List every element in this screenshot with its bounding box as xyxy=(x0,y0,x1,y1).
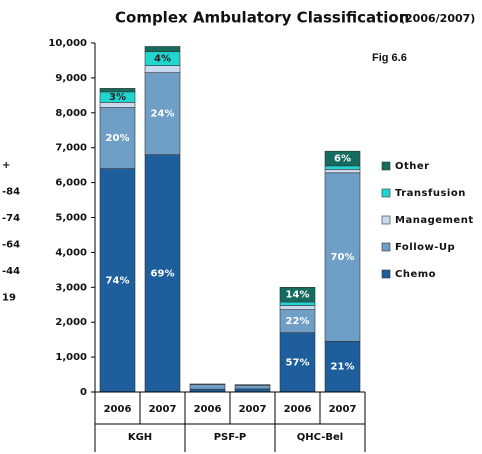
y-tick-label: 2,000 xyxy=(55,317,87,328)
bar-segment xyxy=(144,46,181,53)
bar-segment xyxy=(99,102,136,108)
bar-segment xyxy=(144,65,181,73)
segment-label: 21% xyxy=(331,362,355,373)
segment-label: 70% xyxy=(331,252,355,263)
group-label: PSF-P xyxy=(214,432,247,443)
legend-swatch xyxy=(381,215,391,225)
bar-segment xyxy=(279,286,316,303)
segment-label: 6% xyxy=(334,154,351,165)
y-tick-label: 7,000 xyxy=(55,143,87,154)
y-tick-label: 1,000 xyxy=(55,352,87,363)
bar-segment xyxy=(144,154,181,393)
segment-label: 4% xyxy=(154,54,171,65)
bar-segment xyxy=(279,332,316,393)
bar-segment xyxy=(234,385,271,390)
segment-label: 57% xyxy=(286,357,310,368)
x-tick-label: 2007 xyxy=(239,404,267,415)
bar-segment xyxy=(234,384,271,386)
x-tick-label: 2007 xyxy=(149,404,177,415)
x-tick-label: 2006 xyxy=(284,404,312,415)
bar-segment xyxy=(99,168,136,393)
group-label: KGH xyxy=(128,432,152,443)
legend-swatch xyxy=(381,188,391,198)
side-fragment: -44 xyxy=(2,266,20,277)
legend-label: Follow-Up xyxy=(395,242,455,253)
segment-label: 74% xyxy=(106,275,130,286)
segment-label: 69% xyxy=(151,268,175,279)
legend-swatch xyxy=(381,269,391,279)
y-tick-label: 3,000 xyxy=(55,282,87,293)
y-tick-label: 10,000 xyxy=(48,38,87,49)
legend-label: Transfusion xyxy=(395,188,466,199)
bar-segment xyxy=(324,341,361,393)
side-fragment: -64 xyxy=(2,240,20,251)
legend-label: Other xyxy=(395,161,430,172)
side-fragment: -84 xyxy=(2,187,20,198)
group-label: QHC-Bel xyxy=(297,432,343,443)
bar-segment xyxy=(324,169,361,174)
y-tick-label: 6,000 xyxy=(55,178,87,189)
x-tick-label: 2006 xyxy=(194,404,222,415)
y-tick-label: 8,000 xyxy=(55,108,87,119)
chart-title: Complex Ambulatory Classification xyxy=(115,9,409,27)
bar-segment xyxy=(279,305,316,310)
side-fragment: -74 xyxy=(2,213,20,224)
y-tick-label: 0 xyxy=(80,387,87,398)
legend-label: Chemo xyxy=(395,269,436,280)
side-fragment: 19 xyxy=(2,293,16,304)
side-fragment: + xyxy=(2,160,10,171)
legend-swatch xyxy=(381,161,391,171)
figure-label: Fig 6.6 xyxy=(372,52,407,64)
y-tick-label: 9,000 xyxy=(55,73,87,84)
segment-label: 20% xyxy=(106,133,130,144)
bar-segment xyxy=(324,165,361,170)
legend-label: Management xyxy=(395,215,474,226)
legend-swatch xyxy=(381,242,391,252)
bar-segment xyxy=(279,301,316,306)
bar-segment xyxy=(324,150,361,167)
x-tick-label: 2007 xyxy=(329,404,357,415)
bar-segment xyxy=(99,88,136,93)
y-tick-label: 5,000 xyxy=(55,213,87,224)
segment-label: 24% xyxy=(151,109,175,120)
segment-label: 14% xyxy=(286,290,310,301)
bar-segment xyxy=(324,172,361,342)
chart-subtitle: (2006/2007) xyxy=(400,12,475,25)
y-tick-label: 4,000 xyxy=(55,247,87,258)
bar-segment xyxy=(189,384,226,390)
x-tick-label: 2006 xyxy=(104,404,132,415)
segment-label: 3% xyxy=(109,92,126,103)
bar-segment xyxy=(189,383,226,385)
segment-label: 22% xyxy=(286,316,310,327)
